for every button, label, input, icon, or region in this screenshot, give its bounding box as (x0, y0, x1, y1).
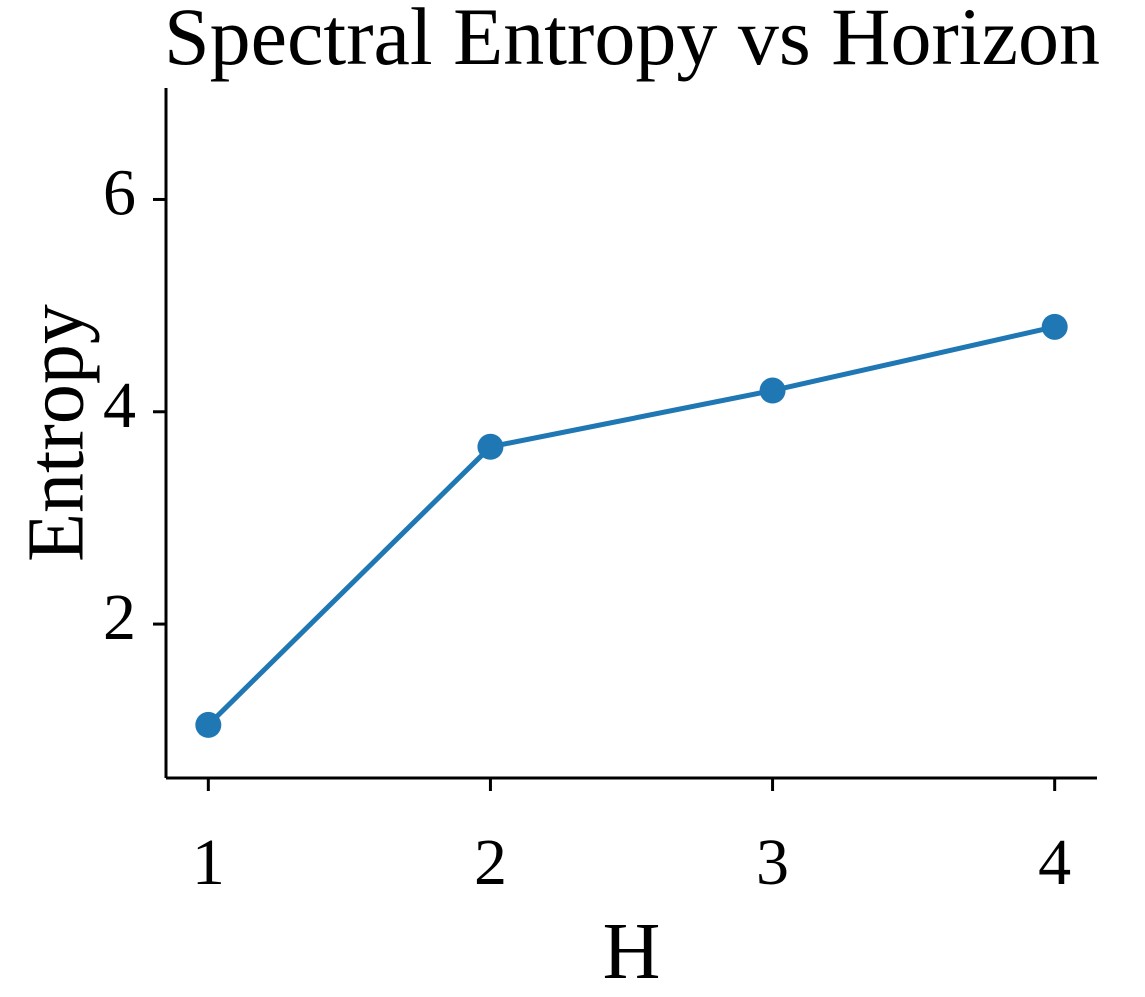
y-tick-label: 2 (103, 581, 136, 654)
x-tick-label: 2 (474, 826, 507, 899)
y-ticks: 2 4 6 (103, 157, 166, 654)
x-tick-label: 3 (756, 826, 789, 899)
y-tick-label: 6 (103, 157, 136, 230)
y-axis-label: Entropy (12, 304, 100, 562)
x-ticks: 1 2 3 4 (192, 778, 1071, 899)
axes (164, 88, 1097, 780)
x-axis-label: H (603, 908, 661, 996)
data-point (759, 377, 786, 404)
data-point (1041, 313, 1068, 340)
series-layer (195, 313, 1068, 738)
y-axis-label-group: Entropy (12, 304, 100, 562)
data-point (477, 433, 504, 460)
series-line (205, 324, 1058, 728)
data-point (195, 711, 222, 738)
chart-title: Spectral Entropy vs Horizon (164, 0, 1100, 82)
x-tick-label: 4 (1038, 826, 1071, 899)
y-tick-label: 4 (103, 369, 136, 442)
x-tick-label: 1 (192, 826, 225, 899)
